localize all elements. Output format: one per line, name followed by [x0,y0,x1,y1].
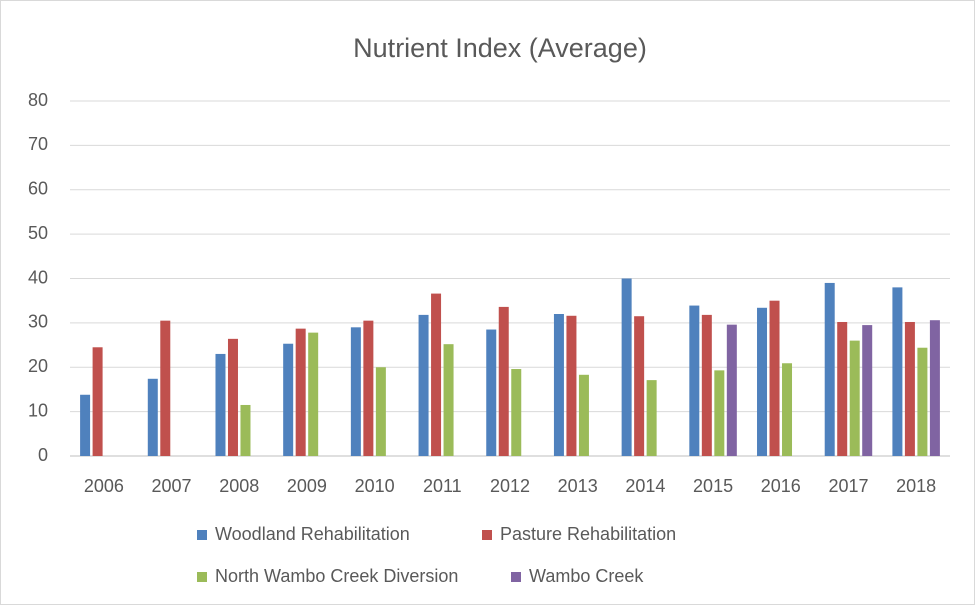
bar [904,321,915,456]
bar [862,325,873,456]
bar [215,353,226,456]
bar [80,394,91,456]
bar [726,324,737,456]
bar [92,347,103,456]
bar [283,343,294,456]
bar [363,320,374,456]
y-tick-label: 10 [28,400,48,420]
legend-swatch [197,530,207,540]
y-tick-label: 20 [28,356,48,376]
x-tick-label: 2008 [219,476,259,496]
bar [917,347,928,456]
bar [308,332,319,456]
bar [849,340,860,456]
x-tick-label: 2010 [355,476,395,496]
bar [350,327,361,456]
x-tick-label: 2011 [423,476,462,496]
bar [566,315,577,456]
legend-label: Woodland Rehabilitation [215,524,410,544]
y-tick-label: 70 [28,134,48,154]
bar [240,404,251,456]
x-tick-label: 2009 [287,476,327,496]
y-tick-label: 30 [28,312,48,332]
bar [634,316,645,456]
x-tick-label: 2013 [558,476,598,496]
bar [443,344,454,456]
bar [689,305,700,456]
bar [431,293,442,456]
bar [486,329,497,456]
bar [160,320,171,456]
bar [782,363,793,456]
bar [621,278,632,456]
y-tick-label: 80 [28,90,48,110]
x-tick-label: 2012 [490,476,530,496]
bar [295,328,306,456]
bar [892,287,903,456]
y-tick-label: 50 [28,223,48,243]
bar [824,282,835,456]
bar [701,314,712,456]
x-tick-label: 2016 [761,476,801,496]
bar [147,378,158,456]
bar [646,380,657,456]
legend-label: North Wambo Creek Diversion [215,566,458,586]
legend-swatch [482,530,492,540]
bar [929,320,940,456]
bar [769,300,780,456]
chart-title: Nutrient Index (Average) [353,33,647,63]
bar [757,307,768,456]
bar [227,338,238,456]
x-tick-label: 2014 [625,476,665,496]
bar [511,369,522,456]
legend-label: Pasture Rehabilitation [500,524,676,544]
x-tick-label: 2007 [152,476,192,496]
x-tick-label: 2018 [896,476,936,496]
bar [837,321,848,456]
bar [375,367,386,456]
x-tick-label: 2015 [693,476,733,496]
bar [418,314,429,456]
bar [498,306,509,456]
bar [553,314,564,456]
bar [578,374,589,456]
y-tick-label: 40 [28,267,48,287]
legend-swatch [197,572,207,582]
x-tick-label: 2017 [828,476,868,496]
y-tick-label: 0 [38,445,48,465]
legend-label: Wambo Creek [529,566,644,586]
legend-swatch [511,572,521,582]
bar [714,370,725,456]
x-tick-label: 2006 [84,476,124,496]
y-tick-label: 60 [28,179,48,199]
